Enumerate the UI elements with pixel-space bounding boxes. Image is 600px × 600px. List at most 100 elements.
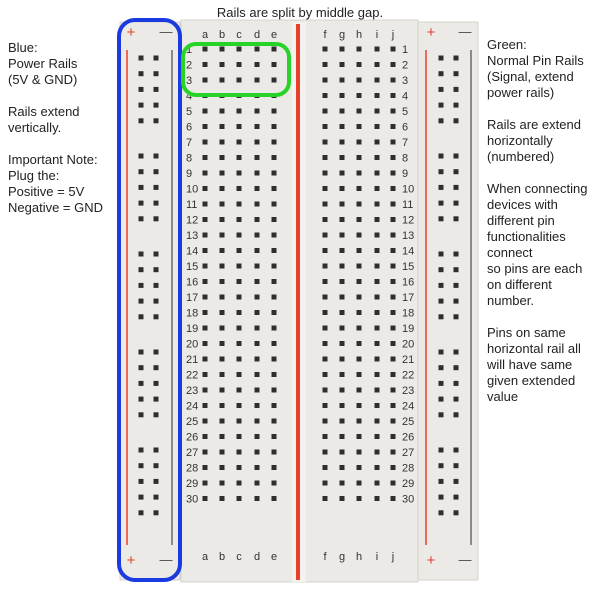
right-note-line: Normal Pin Rails <box>487 53 584 68</box>
rail-hole <box>138 282 144 288</box>
row-number-left: 6 <box>186 122 192 134</box>
terminal-hole <box>339 341 345 346</box>
terminal-hole <box>374 372 380 377</box>
terminal-hole <box>202 124 208 129</box>
terminal-hole <box>219 46 225 52</box>
terminal-hole <box>254 170 260 176</box>
terminal-hole <box>219 248 225 253</box>
green-pin-rail-outline <box>181 42 291 97</box>
rail-hole <box>138 71 144 77</box>
rail-hole <box>138 55 144 61</box>
row-number-right: 30 <box>402 494 414 506</box>
rail-hole <box>138 118 144 124</box>
rail-hole <box>138 184 144 190</box>
terminal-hole <box>356 372 362 377</box>
rail-hole <box>438 478 444 484</box>
left-note-line: Rails extend <box>8 104 80 119</box>
terminal-hole <box>271 418 277 424</box>
terminal-hole <box>322 186 328 191</box>
terminal-hole <box>339 62 345 67</box>
terminal-hole <box>202 217 208 222</box>
row-number-right: 4 <box>402 91 408 103</box>
terminal-hole <box>390 434 396 439</box>
terminal-hole <box>322 496 328 501</box>
rail-hole <box>153 396 159 402</box>
rail-hole <box>453 102 459 108</box>
terminal-hole <box>322 310 328 315</box>
row-number-right: 23 <box>402 385 414 397</box>
terminal-hole <box>254 418 260 424</box>
terminal-hole <box>339 403 345 408</box>
rail-plus-label: + <box>127 24 136 41</box>
row-number-left: 9 <box>186 168 192 180</box>
rail-hole <box>438 71 444 77</box>
row-number-left: 12 <box>186 215 198 227</box>
right-note-line: devices with <box>487 197 558 212</box>
terminal-hole <box>202 108 208 114</box>
terminal-hole <box>219 139 225 145</box>
right-note-line: power rails) <box>487 85 555 100</box>
column-letter-top: a <box>202 29 209 41</box>
terminal-hole <box>339 93 345 98</box>
terminal-hole <box>390 449 396 455</box>
terminal-hole <box>339 46 345 52</box>
rail-minus-label: — <box>160 24 173 39</box>
rail-hole <box>453 118 459 124</box>
terminal-hole <box>236 108 242 114</box>
row-number-left: 29 <box>186 478 198 490</box>
right-note-line: (Signal, extend <box>487 69 574 84</box>
rail-hole <box>438 349 444 355</box>
rail-hole <box>138 169 144 175</box>
rail-hole <box>438 494 444 500</box>
column-letter-bottom: h <box>356 551 362 563</box>
column-letter-top: g <box>339 29 345 41</box>
terminal-hole <box>236 294 242 300</box>
row-number-right: 25 <box>402 416 414 428</box>
terminal-hole <box>219 418 225 424</box>
terminal-hole <box>322 201 328 207</box>
rail-minus-label: — <box>459 24 472 39</box>
left-note-line: vertically. <box>8 120 62 135</box>
right-note-line: number. <box>487 293 534 308</box>
terminal-hole <box>322 449 328 455</box>
terminal-hole <box>271 201 277 207</box>
left-note-line: Plug the: <box>8 168 60 183</box>
row-number-right: 2 <box>402 60 408 72</box>
row-number-left: 21 <box>186 354 198 366</box>
terminal-hole <box>322 77 328 83</box>
terminal-hole <box>356 387 362 393</box>
left-notes-power-rails: Blue: Power Rails (5V & GND) Rails extend v… <box>8 40 120 216</box>
terminal-hole <box>254 372 260 377</box>
terminal-hole <box>202 403 208 408</box>
terminal-hole <box>339 387 345 393</box>
terminal-hole <box>254 310 260 315</box>
column-letter-bottom: b <box>219 551 225 563</box>
terminal-hole <box>236 46 242 52</box>
terminal-hole <box>271 46 277 52</box>
terminal-hole <box>219 356 225 362</box>
terminal-hole <box>254 449 260 455</box>
terminal-hole <box>202 201 208 207</box>
terminal-hole <box>271 341 277 346</box>
terminal-hole <box>322 170 328 176</box>
rail-hole <box>453 412 459 418</box>
terminal-hole <box>271 263 277 269</box>
terminal-hole <box>356 480 362 486</box>
rail-hole <box>138 447 144 453</box>
row-number-right: 5 <box>402 106 408 118</box>
right-notes-pin-rails: Green: Normal Pin Rails (Signal, extend pow… <box>487 37 600 405</box>
terminal-hole <box>236 465 242 470</box>
terminal-hole <box>374 279 380 284</box>
rail-hole <box>153 298 159 304</box>
terminal-hole <box>236 310 242 315</box>
terminal-hole <box>236 263 242 269</box>
terminal-hole <box>254 403 260 408</box>
terminal-hole <box>202 62 208 67</box>
column-letter-bottom: c <box>236 551 242 563</box>
terminal-hole <box>254 155 260 160</box>
blue-power-rail-outline <box>117 18 182 582</box>
terminal-hole <box>374 77 380 83</box>
terminal-hole <box>356 46 362 52</box>
rail-hole <box>438 118 444 124</box>
terminal-hole <box>202 139 208 145</box>
